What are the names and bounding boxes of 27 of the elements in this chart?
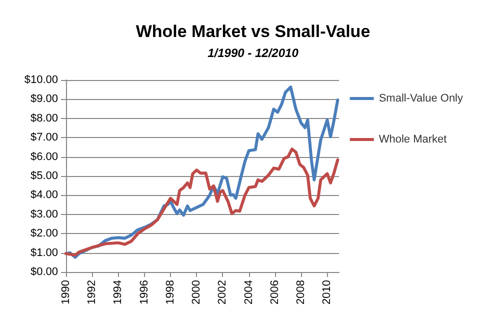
- y-tick-label: $4.00: [30, 189, 58, 202]
- x-tick-label: 1994: [112, 280, 124, 304]
- x-tick-label: 2002: [216, 280, 229, 304]
- x-tick-label: 2010: [321, 280, 334, 304]
- x-tick-label: 2006: [268, 280, 281, 304]
- chart-subtitle: 1/1990 - 12/2010: [208, 46, 299, 60]
- x-tick-label: 1998: [164, 280, 176, 304]
- y-tick-label: $7.00: [30, 132, 58, 144]
- x-tick-label: 1990: [60, 280, 72, 304]
- y-tick-label: $6.00: [30, 150, 58, 163]
- y-tick-label: $5.00: [30, 170, 58, 182]
- y-tick-label: $2.00: [30, 228, 58, 240]
- legend-label: Small-Value Only: [378, 92, 464, 104]
- x-tick-label: 2000: [190, 280, 203, 304]
- y-tick-label: $8.00: [30, 112, 58, 124]
- chart-title: Whole Market vs Small-Value: [136, 22, 370, 41]
- y-tick-label: $10.00: [24, 74, 58, 86]
- y-tick-label: $0.00: [30, 266, 58, 278]
- x-tick-label: 2004: [242, 280, 255, 304]
- y-tick-label: $1.00: [30, 246, 58, 259]
- line-series: [64, 148, 340, 257]
- legend-label: Whole Market: [378, 134, 447, 146]
- y-tick-label: $9.00: [30, 93, 58, 106]
- x-tick-label: 1996: [138, 280, 150, 304]
- x-tick-label: 1992: [86, 280, 98, 304]
- y-tick-label: $3.00: [30, 208, 58, 220]
- x-tick-label: 2008: [295, 280, 308, 304]
